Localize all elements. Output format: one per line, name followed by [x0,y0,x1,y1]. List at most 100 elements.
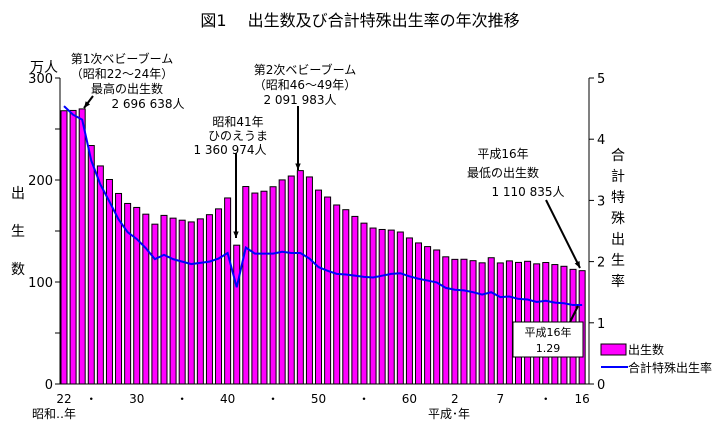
birth-bar-1967 [242,186,250,385]
annotation-arrow [545,199,581,269]
x-tick-label: ・ [267,392,279,406]
axis-label-char: 出 [11,186,25,202]
birth-bar-1994 [487,257,495,385]
birth-bar-1993 [478,262,486,385]
birth-bar-1963 [205,214,213,385]
annotation-text: （昭和22～24年） [71,67,174,81]
x-tick-label: 50 [311,392,326,406]
left-tick-label: 300 [28,72,53,87]
birth-bar-1982 [378,228,386,385]
birth-bar-1961 [187,221,195,385]
x-tick-label: 22 [56,392,71,406]
birth-bar-1985 [405,237,413,385]
birth-bar-1951 [96,165,104,385]
birth-bar-1977 [333,204,341,385]
x-tick-label: 7 [496,392,504,406]
birth-bar-1991 [460,258,468,385]
axis-label-char: 生 [611,253,625,269]
axis-label-char: 特 [611,190,625,206]
birth-bar-1974 [305,176,313,385]
axis-label-char: 合 [611,148,625,164]
annotation-text: 第1次ベビーブーム [71,51,174,66]
legend-line-label: 合計特殊出生率 [628,360,712,375]
callout-line-1: 平成16年 [525,325,572,339]
left-tick-label: 100 [28,276,53,291]
birth-bar-1990 [451,258,459,385]
right-tick-label: 3 [597,194,605,209]
annotation-text: 最高の出生数 [91,81,163,96]
birth-bar-1962 [196,218,204,385]
birth-bar-1971 [278,179,286,385]
birth-bar-1964 [215,208,223,385]
birth-bar-1957 [151,223,159,385]
annotation-text: 昭和41年 [212,115,263,129]
birth-bar-1980 [360,222,368,385]
annotation-text: 2 091 983人 [263,93,336,107]
x-tick-label: ・ [540,392,552,406]
x-tick-label: ・ [358,392,370,406]
axis-label-char: 計 [611,169,625,185]
left-axis-unit: 万人 [30,60,58,76]
axis-label-char: 数 [11,262,25,278]
birth-bar-1952 [105,178,113,385]
arrowhead [233,231,239,238]
birth-bar-1975 [315,189,323,385]
annotation-text: 1 110 835人 [491,185,564,199]
heisei-era-label: 平成･年 [428,407,470,421]
annotation-text: 最低の出生数 [467,165,539,180]
arrowhead [84,101,91,108]
annotation-text: ひのえうま [208,129,268,143]
x-tick-label: 60 [402,392,417,406]
birth-bar-1976 [324,196,332,385]
left-axis-label: 出生数 [11,186,25,278]
birth-bar-1947 [60,110,68,385]
birth-bar-1965 [224,197,232,385]
right-tick-label: 2 [597,256,605,271]
birth-bar-1996 [505,260,513,385]
birth-bar-1989 [442,256,450,385]
birth-bar-1978 [342,209,350,385]
birth-bar-1972 [287,175,295,385]
axis-label-char: 生 [11,224,25,240]
birth-bar-1987 [424,246,432,385]
left-tick-label: 200 [28,174,53,189]
birth-bar-1950 [87,145,95,385]
right-axis-label: 合計特殊出生率 [611,148,625,290]
birth-bar-1984 [396,231,404,385]
x-tick-label: 2 [451,392,459,406]
birth-bar-1958 [160,214,168,385]
x-tick-label: 16 [574,392,589,406]
annotation-text: 2 696 638人 [111,97,184,111]
right-tick-label: 0 [597,378,605,393]
left-tick-label: 0 [45,378,53,393]
legend-bar-label: 出生数 [628,342,664,357]
x-tick-label: 30 [129,392,144,406]
annotation-text: 平成16年 [477,147,528,161]
birth-bar-1955 [133,206,141,385]
callout-line-2: 1.29 [536,342,561,355]
birth-bar-1981 [369,227,377,385]
birth-bar-1979 [351,215,359,385]
callout-box: 平成16年 1.29 [512,305,584,358]
right-tick-label: 1 [597,317,605,332]
birth-bar-1983 [387,229,395,385]
birth-bar-1956 [142,213,150,385]
birth-bar-1966 [233,244,241,385]
legend: 出生数 合計特殊出生率 [600,342,712,375]
right-tick-label: 4 [597,133,605,148]
birth-bar-1988 [433,249,441,385]
showa-era-label: 昭和‥年 [32,407,76,421]
chart-title: 図1 出生数及び合計特殊出生率の年次推移 [200,11,519,30]
birth-bar-1968 [251,192,259,385]
birth-bar-1973 [296,170,304,385]
legend-bar-swatch [600,343,627,356]
annotation-text: 1 360 974人 [193,143,266,157]
birth-bar-1969 [260,190,268,385]
birth-bar-1992 [469,260,477,385]
birth-bar-1960 [178,219,186,385]
axis-label-char: 率 [611,273,625,290]
axis-label-char: 出 [611,232,625,248]
axis-label-char: 殊 [611,211,625,227]
